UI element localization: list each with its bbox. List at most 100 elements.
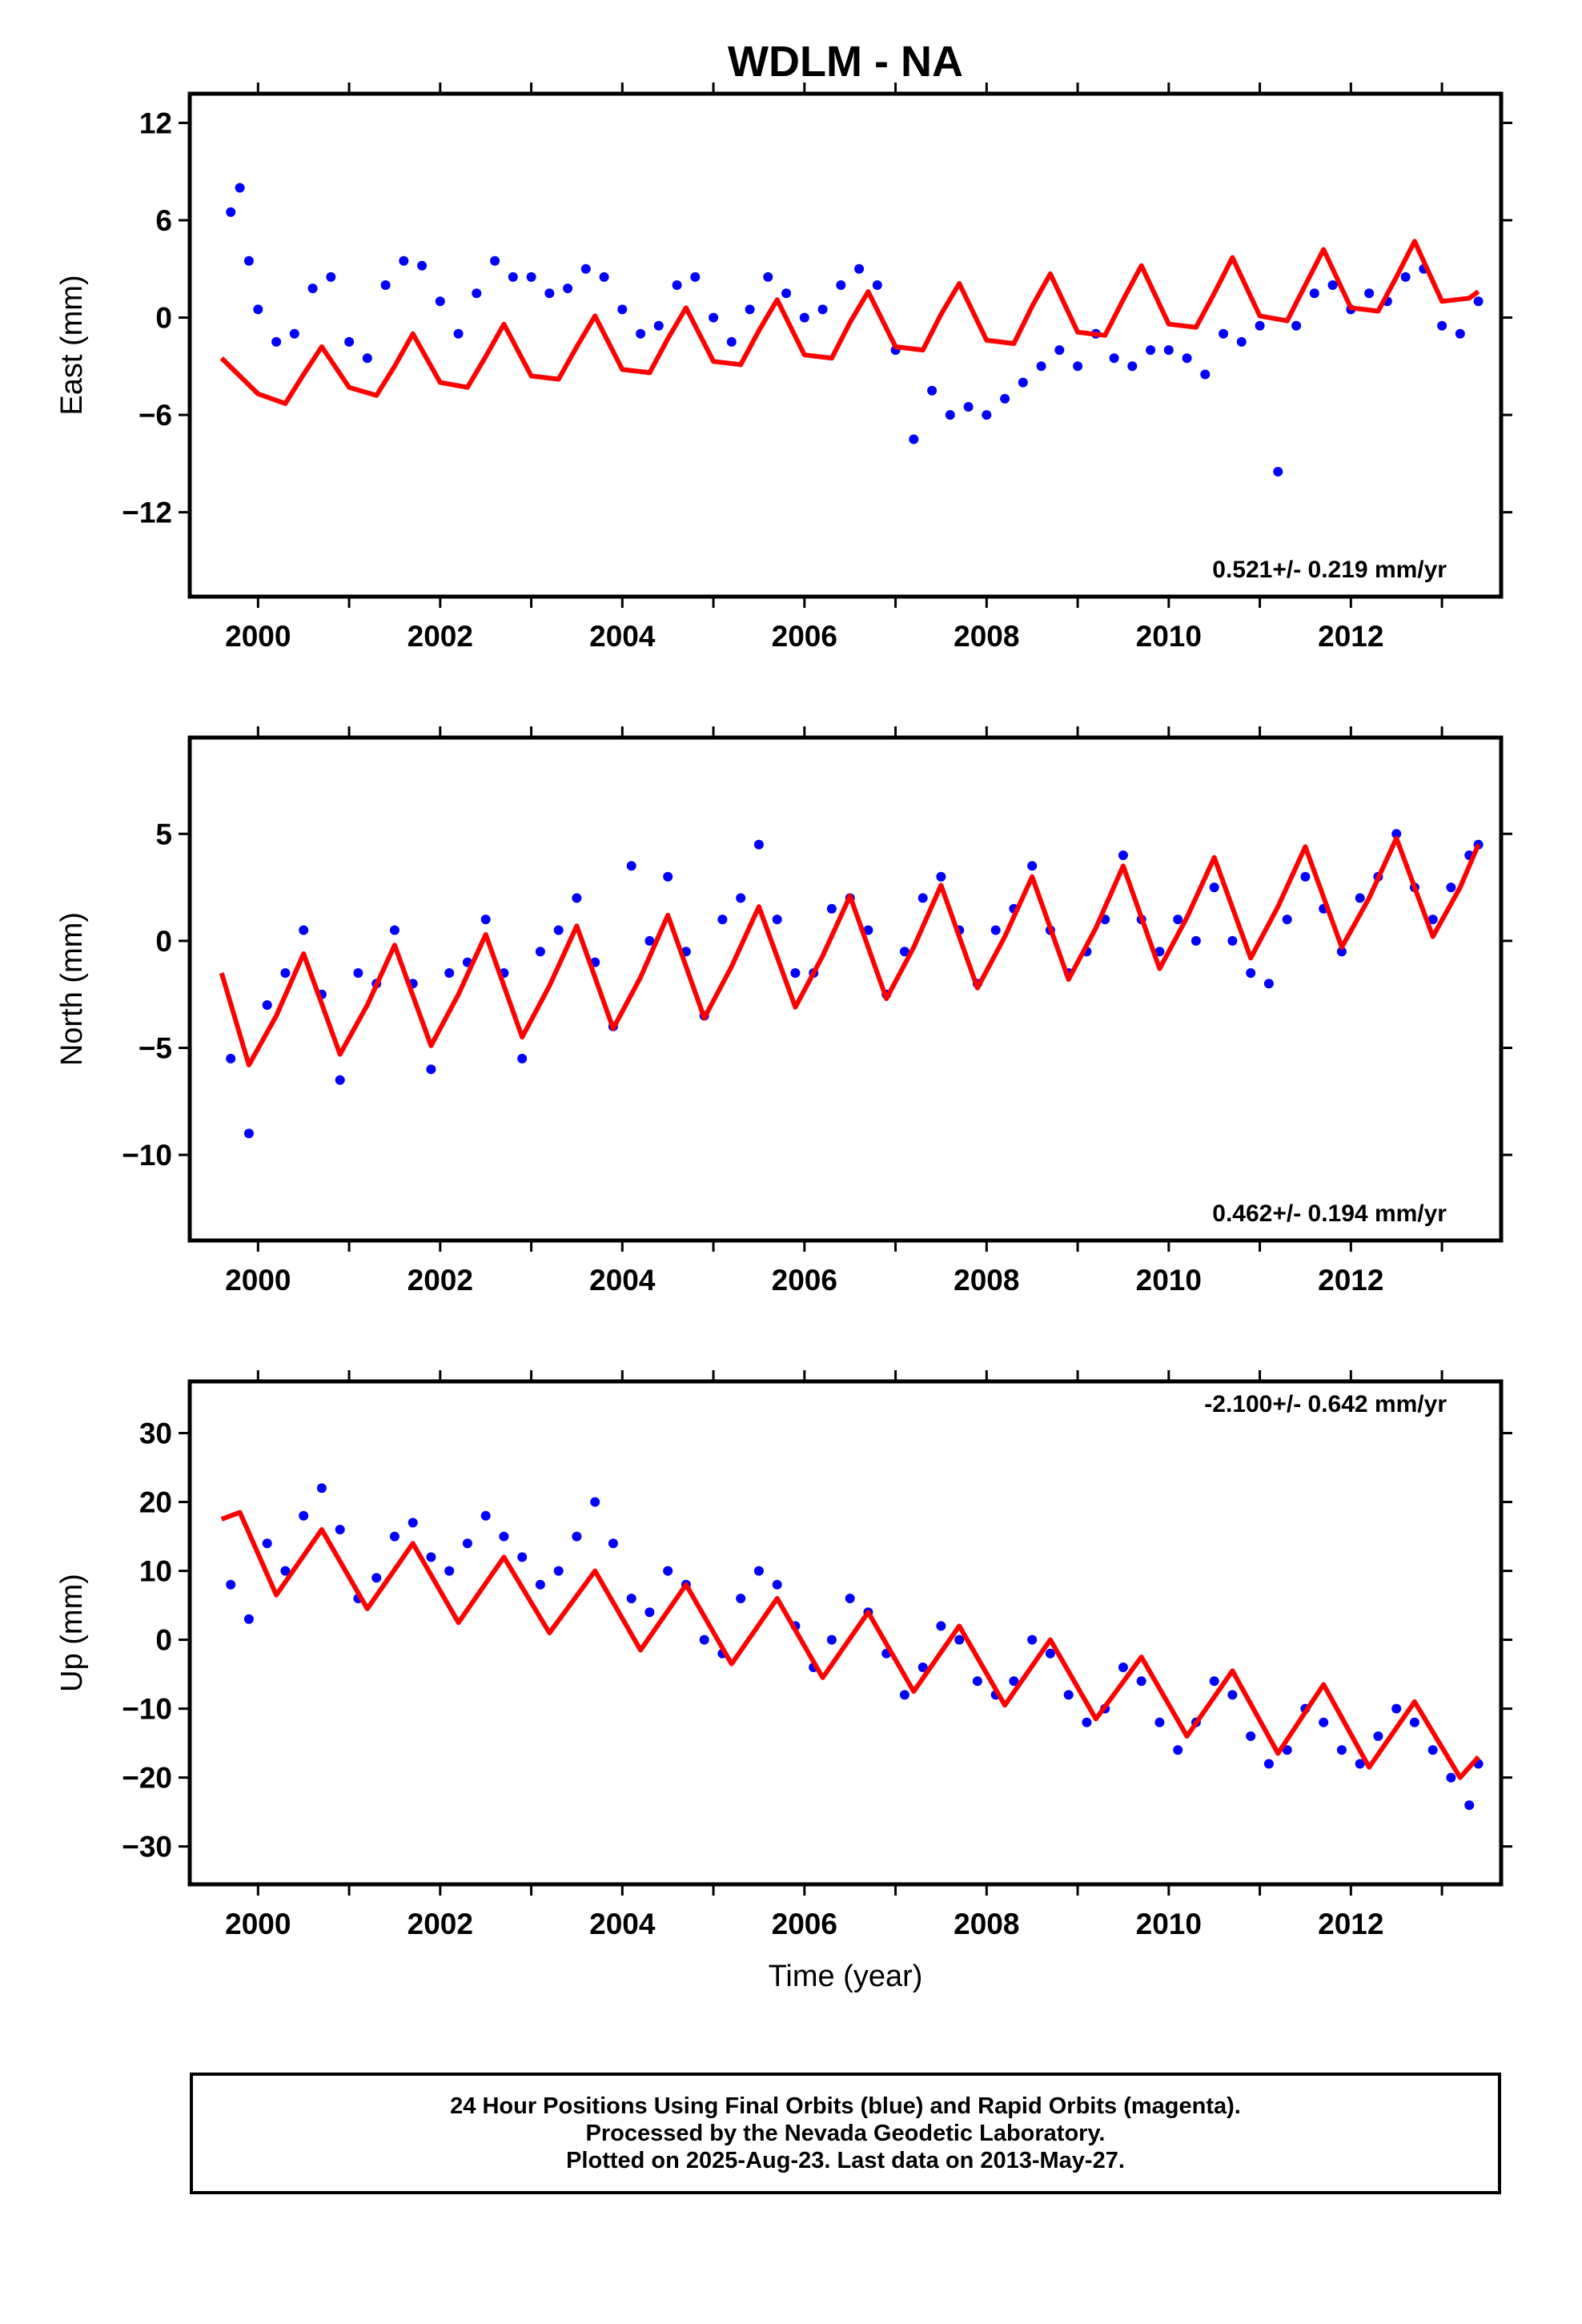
- up-data-point: [1136, 1676, 1146, 1687]
- east-data-point: [945, 410, 955, 420]
- up-x-tick-label: 2000: [225, 1908, 291, 1940]
- up-data-point: [699, 1634, 709, 1645]
- north-plot-frame: [187, 735, 1504, 1243]
- east-x-tick-label: 2004: [589, 620, 656, 653]
- east-data-point: [909, 434, 919, 444]
- east-x-tick-label: 2002: [408, 620, 473, 653]
- north-data-point: [444, 968, 455, 978]
- up-y-axis-label: Up (mm): [55, 1574, 89, 1692]
- east-data-point: [653, 320, 664, 331]
- up-data-point: [1209, 1676, 1219, 1687]
- east-y-tick-label: 0: [155, 302, 172, 335]
- east-data-point: [1054, 345, 1065, 356]
- up-y-tick-label: 20: [139, 1486, 172, 1519]
- east-data-point: [599, 271, 609, 282]
- up-data-point: [1336, 1745, 1347, 1755]
- north-data-point: [990, 925, 1001, 935]
- up-data-point: [1427, 1745, 1438, 1755]
- north-data-point: [899, 947, 909, 957]
- east-data-point: [490, 255, 500, 266]
- east-data-point: [1273, 467, 1283, 476]
- east-data-point: [1036, 361, 1046, 372]
- up-y-tick-label: 10: [139, 1555, 172, 1588]
- east-data-point: [472, 288, 482, 299]
- north-y-axis-label: North (mm): [55, 912, 89, 1066]
- north-data-point: [1391, 829, 1402, 839]
- up-data-point: [316, 1483, 327, 1494]
- east-data-point: [709, 312, 719, 323]
- east-data-point: [1255, 320, 1265, 331]
- north-data-point: [299, 925, 309, 935]
- north-x-tick-label: 2000: [225, 1264, 291, 1297]
- north-data-point: [1118, 850, 1128, 860]
- north-data-point: [280, 968, 291, 978]
- east-y-tick-label: −6: [139, 399, 172, 432]
- north-data-point: [1427, 915, 1438, 925]
- north-y-tick-label: 5: [155, 818, 172, 850]
- north-data-point: [335, 1075, 345, 1085]
- figure-title: WDLM - NA: [728, 38, 963, 86]
- north-data-point: [1209, 883, 1219, 893]
- east-data-point: [326, 271, 336, 282]
- up-data-point: [845, 1594, 855, 1603]
- up-data-point: [1391, 1703, 1402, 1714]
- east-data-point: [307, 283, 318, 294]
- up-data-point: [1355, 1759, 1365, 1769]
- east-y-tick-label: 12: [139, 107, 172, 139]
- east-data-point: [1437, 320, 1447, 331]
- up-data-point: [1263, 1759, 1274, 1769]
- east-data-point: [508, 271, 518, 282]
- north-data-point: [262, 1000, 272, 1010]
- up-x-tick-label: 2008: [954, 1908, 1019, 1940]
- up-data-point: [226, 1579, 236, 1590]
- east-data-point: [726, 336, 737, 347]
- east-data-point: [690, 271, 701, 282]
- east-data-point: [453, 328, 464, 339]
- up-data-point: [499, 1531, 509, 1542]
- east-data-point: [1455, 328, 1465, 339]
- east-x-tick-label: 2006: [772, 620, 837, 653]
- north-data-point: [626, 861, 636, 871]
- east-data-point: [982, 410, 992, 420]
- east-data-point: [1200, 369, 1211, 380]
- up-data-point: [972, 1676, 982, 1687]
- up-data-point: [917, 1663, 928, 1672]
- east-data-point: [799, 312, 809, 323]
- up-data-point: [371, 1573, 382, 1583]
- east-data-point: [1073, 361, 1083, 372]
- north-data-point: [517, 1053, 528, 1063]
- east-data-point: [380, 280, 391, 290]
- up-data-point: [280, 1566, 291, 1576]
- up-data-point: [553, 1566, 564, 1576]
- east-x-tick-label: 2010: [1136, 620, 1202, 653]
- up-data-point: [1246, 1731, 1256, 1741]
- east-data-point: [580, 263, 591, 274]
- up-y-tick-label: −10: [122, 1693, 172, 1726]
- north-data-point: [1282, 915, 1292, 925]
- up-data-point: [1446, 1772, 1456, 1783]
- up-data-point: [1027, 1634, 1038, 1645]
- up-data-point: [626, 1594, 636, 1603]
- east-data-point: [563, 283, 573, 294]
- up-x-tick-label: 2006: [772, 1908, 837, 1940]
- north-data-point: [863, 925, 873, 935]
- east-data-point: [271, 336, 282, 347]
- north-data-point: [572, 893, 582, 903]
- north-data-point: [426, 1064, 436, 1075]
- up-x-tick-label: 2004: [589, 1908, 656, 1940]
- north-data-point: [717, 915, 728, 925]
- up-data-point: [644, 1607, 655, 1618]
- up-data-point: [1173, 1745, 1183, 1755]
- north-data-point: [1300, 871, 1311, 882]
- east-data-point: [1473, 296, 1484, 307]
- up-y-tick-label: −30: [122, 1831, 172, 1864]
- up-data-point: [1154, 1717, 1165, 1727]
- up-data-point: [243, 1614, 254, 1624]
- up-data-point: [954, 1634, 965, 1645]
- east-data-point: [763, 271, 773, 282]
- up-data-point: [1464, 1800, 1475, 1811]
- east-x-tick-label: 2000: [225, 620, 291, 653]
- footer-line-2: Processed by the Nevada Geodetic Laborat…: [585, 2121, 1106, 2146]
- east-y-tick-label: 6: [155, 204, 172, 237]
